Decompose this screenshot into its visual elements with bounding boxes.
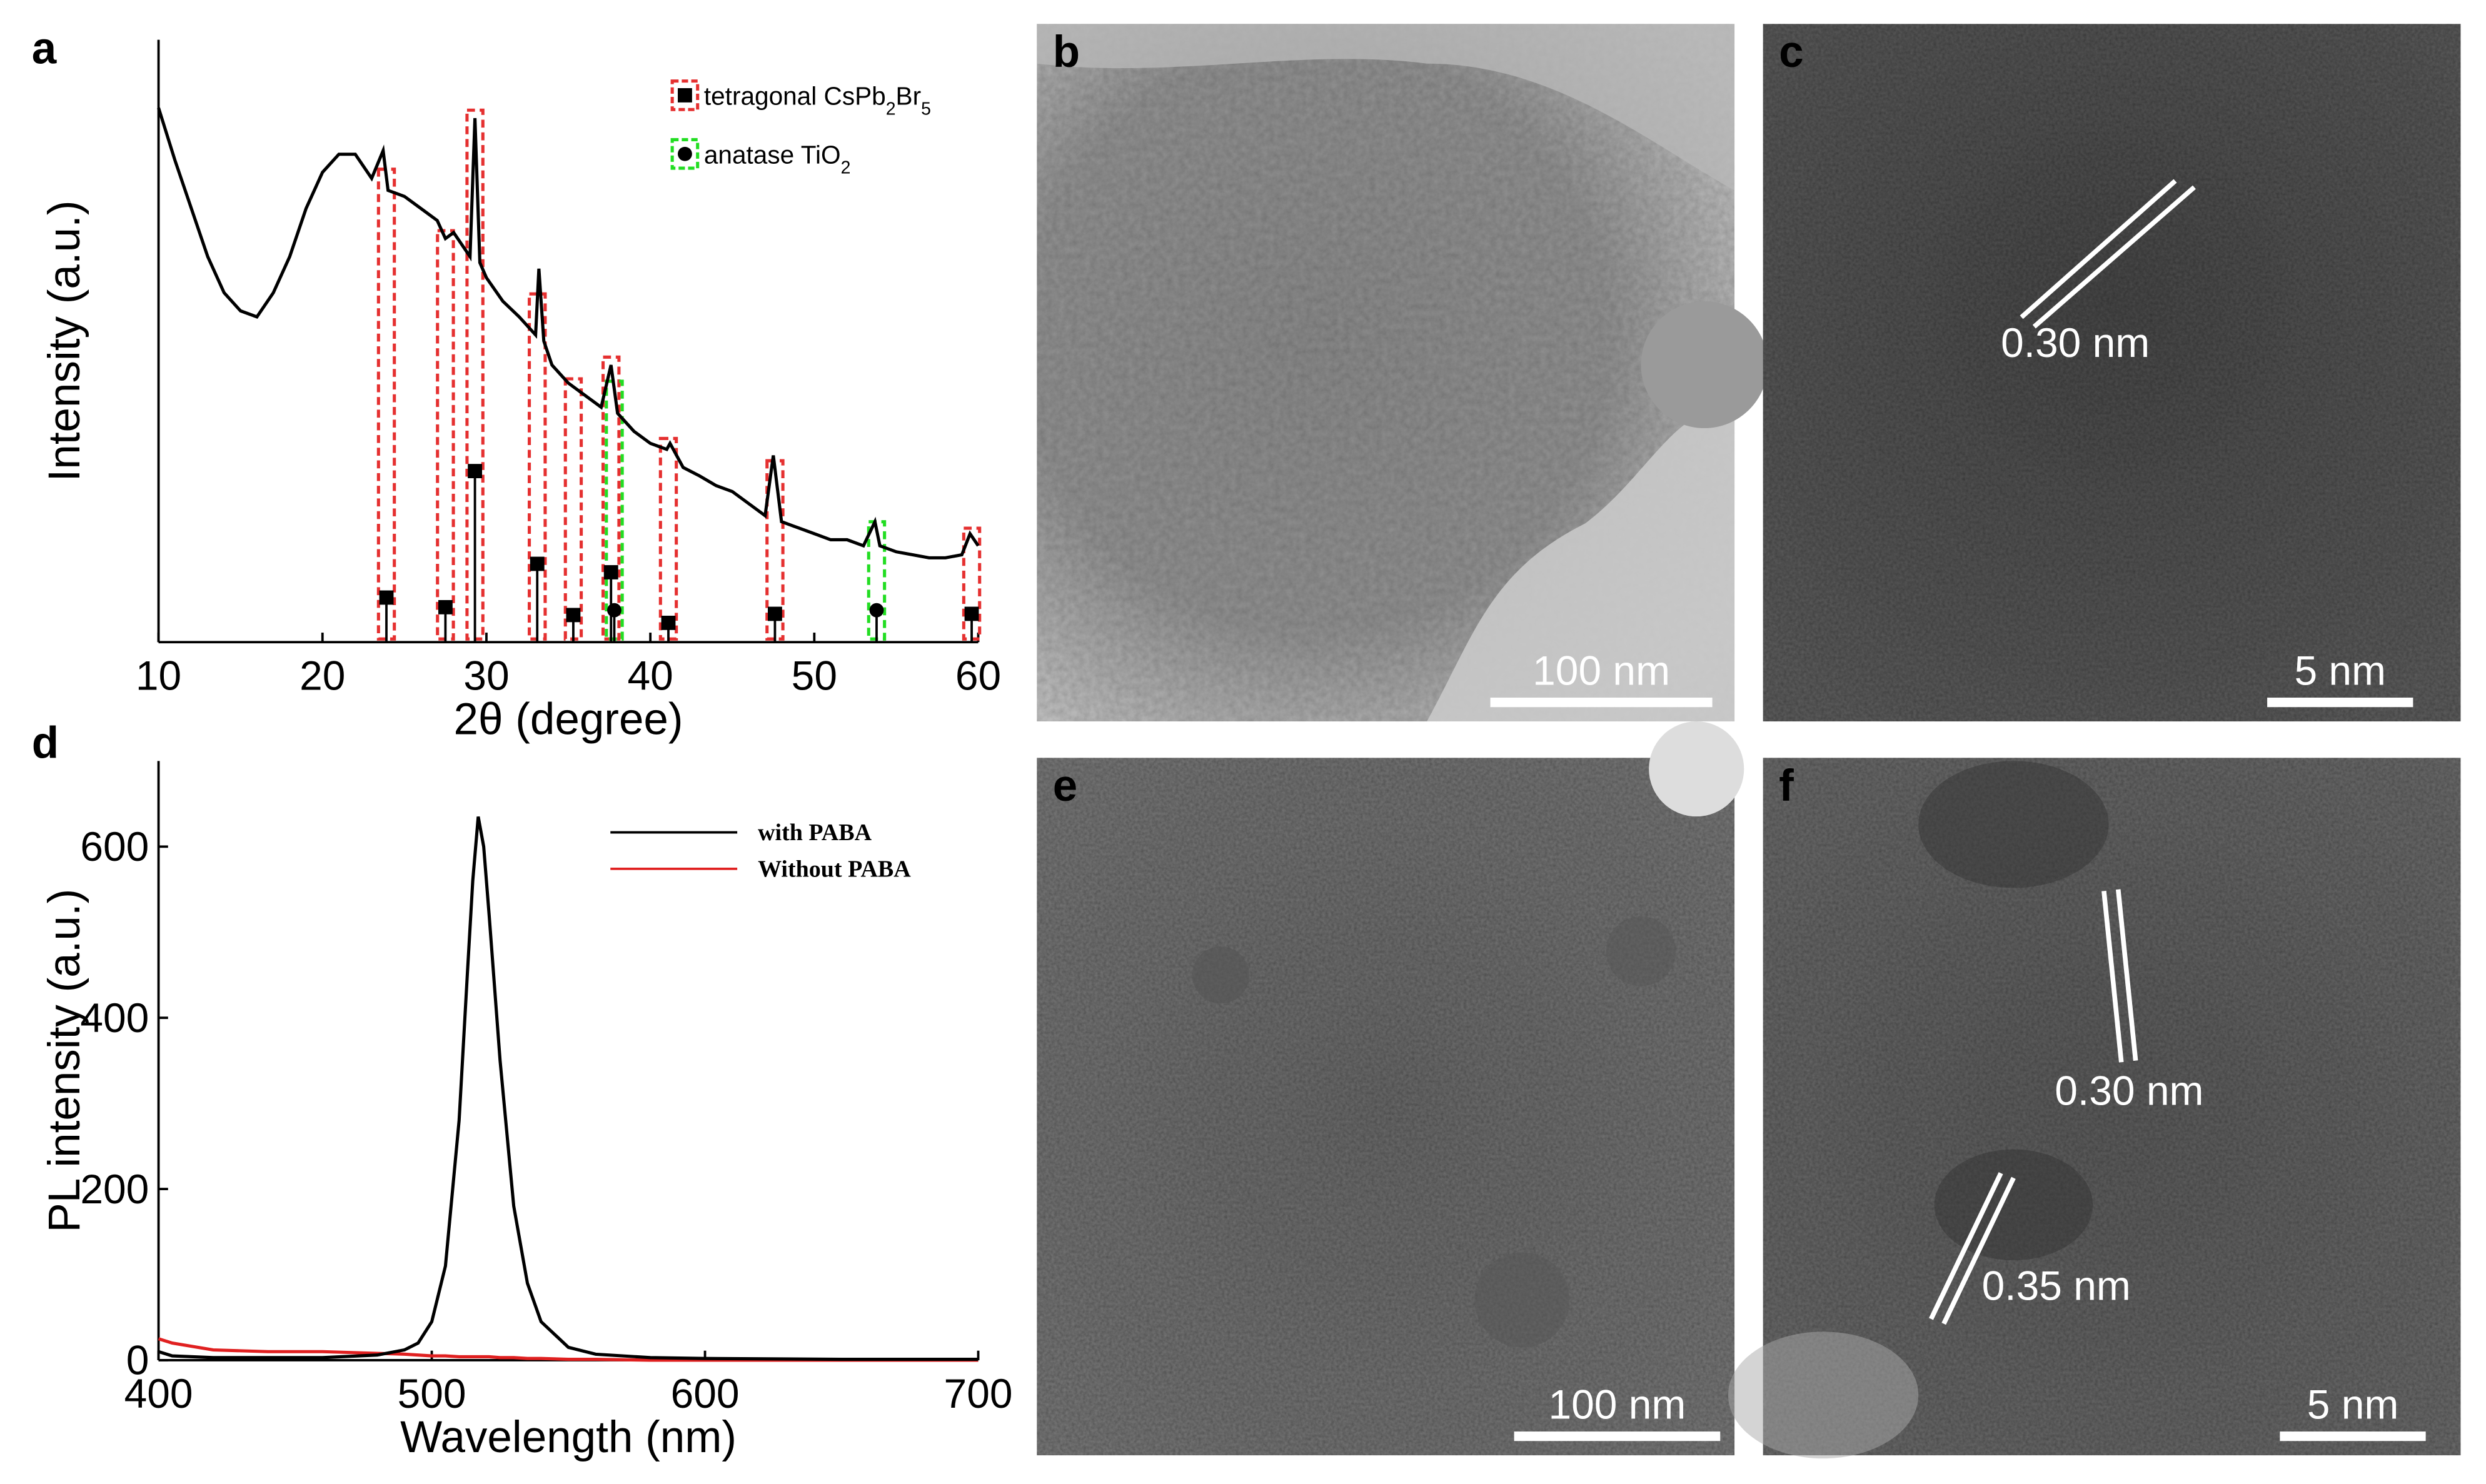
y-tick-label: 0 xyxy=(126,1337,149,1383)
reference-marker xyxy=(530,556,545,571)
legend-label: anatase TiO2 xyxy=(704,140,851,178)
reference-box xyxy=(563,377,583,641)
x-tick-label: 60 xyxy=(955,652,1001,698)
scale-bar xyxy=(1514,1431,1721,1441)
tem-region xyxy=(1427,410,1735,722)
tem-panel xyxy=(1763,24,2461,722)
reference-marker xyxy=(768,606,782,621)
lattice-line xyxy=(1941,1176,2016,1325)
y-tick-label: 200 xyxy=(80,1166,149,1212)
line xyxy=(158,1337,979,1362)
y-axis-label: PL intensity (a.u.) xyxy=(40,889,89,1233)
reference-marker xyxy=(438,599,453,614)
legend-box xyxy=(670,138,700,170)
reference-marker xyxy=(869,603,884,618)
tem-region xyxy=(1649,721,1744,817)
tem-region xyxy=(1918,761,2109,888)
x-tick-label: 500 xyxy=(398,1370,466,1416)
scale-bar xyxy=(2267,698,2413,708)
legend-box xyxy=(670,79,700,111)
tem-region xyxy=(1728,1331,1919,1459)
scale-bar-label: 100 nm xyxy=(1549,1381,1686,1428)
lattice-spacing-label: 0.35 nm xyxy=(1982,1263,2131,1309)
y-tick-label: 400 xyxy=(80,995,149,1041)
reference-marker xyxy=(468,464,483,479)
lattice-line xyxy=(1929,1172,2003,1320)
tem-region xyxy=(1606,916,1676,986)
x-tick-label: 20 xyxy=(299,652,345,698)
tem-region xyxy=(1192,946,1250,1004)
tem-panel xyxy=(1037,721,1744,1456)
panel-label: d xyxy=(32,718,59,768)
reference-marker xyxy=(661,616,676,630)
reference-marker xyxy=(566,608,581,623)
x-tick-label: 50 xyxy=(792,652,837,698)
scale-bar-label: 100 nm xyxy=(1532,648,1670,694)
legend-label: tetragonal CsPb2Br5 xyxy=(704,82,931,119)
lattice-line xyxy=(2101,890,2124,1063)
y-axis-label: Intensity (a.u.) xyxy=(40,201,89,482)
tem-region xyxy=(1641,301,1768,428)
x-tick-label: 10 xyxy=(136,652,181,698)
x-axis-label: 2θ (degree) xyxy=(454,694,683,744)
legend-label: Without PABA xyxy=(758,856,911,883)
panel-label: c xyxy=(1779,28,1804,77)
reference-marker xyxy=(603,565,618,579)
reference-marker xyxy=(607,603,622,618)
y-tick-label: 600 xyxy=(80,823,149,870)
tem-panel xyxy=(1728,758,2461,1459)
x-tick-label: 40 xyxy=(627,652,673,698)
panel-label: f xyxy=(1779,761,1794,811)
reference-box xyxy=(658,436,678,641)
panel-label: a xyxy=(32,24,57,74)
lattice-line xyxy=(2020,179,2177,319)
panel-label: e xyxy=(1053,761,1078,811)
scale-bar-label: 5 nm xyxy=(2294,648,2386,694)
line xyxy=(158,816,979,1361)
x-tick-label: 30 xyxy=(463,652,509,698)
x-tick-label: 700 xyxy=(944,1370,1013,1416)
scale-bar xyxy=(1490,698,1713,708)
tem-panel xyxy=(1037,24,1768,722)
scale-bar xyxy=(2280,1431,2426,1441)
panel-label: b xyxy=(1053,28,1080,77)
lattice-line xyxy=(2115,889,2138,1061)
tem-image xyxy=(1763,24,2461,722)
legend-label: with PABA xyxy=(758,820,872,846)
x-tick-label: 600 xyxy=(671,1370,740,1416)
x-tick-label: 400 xyxy=(124,1370,193,1416)
reference-box xyxy=(376,168,396,641)
reference-marker xyxy=(379,590,394,605)
reference-box xyxy=(436,229,455,641)
tem-region xyxy=(1934,1149,2093,1261)
lattice-line xyxy=(2032,185,2196,329)
legend-marker xyxy=(678,146,692,161)
x-axis-label: Wavelength (nm) xyxy=(400,1413,737,1462)
scale-bar-label: 5 nm xyxy=(2307,1381,2399,1428)
lattice-spacing-label: 0.30 nm xyxy=(2055,1068,2203,1114)
line xyxy=(157,107,980,559)
tem-image xyxy=(1037,758,1735,1456)
lattice-spacing-label: 0.30 nm xyxy=(2001,319,2150,366)
reference-marker xyxy=(964,606,979,621)
legend-marker xyxy=(678,88,692,103)
tem-region xyxy=(1037,24,1735,191)
tem-region xyxy=(1474,1252,1570,1348)
tem-image xyxy=(1763,758,2461,1456)
